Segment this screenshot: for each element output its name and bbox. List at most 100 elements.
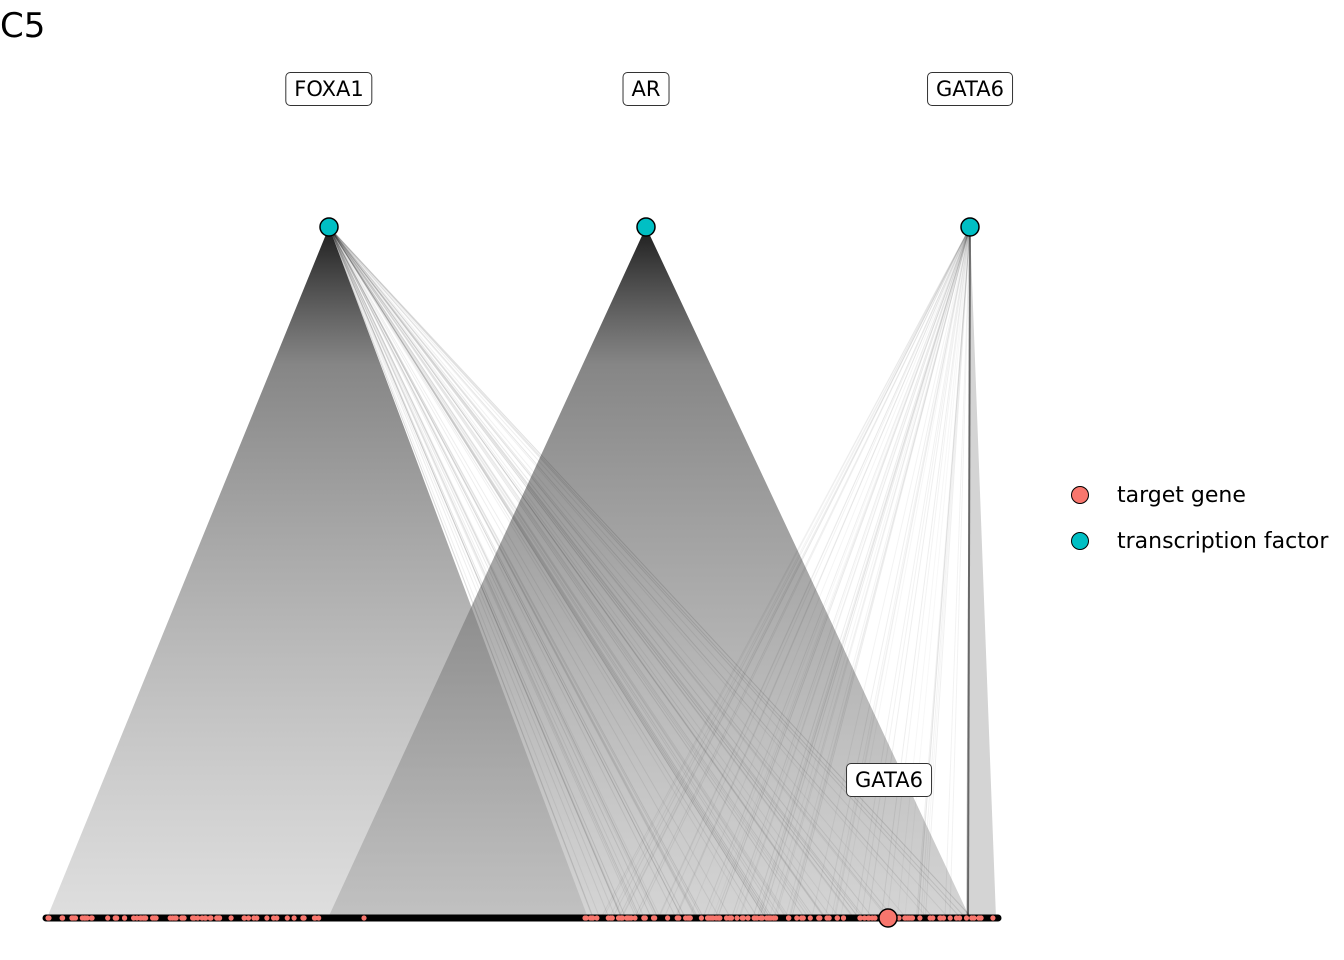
target-gene-node <box>112 915 118 921</box>
edge-line <box>328 226 890 919</box>
target-gene-node <box>605 915 611 921</box>
target-gene-node <box>938 915 944 921</box>
target-gene-node <box>947 915 953 921</box>
edge-line <box>328 226 686 919</box>
target-gene-node <box>207 915 213 921</box>
target-gene-node <box>228 915 234 921</box>
legend: target gene transcription factor <box>1068 472 1328 564</box>
edge-line <box>714 226 971 919</box>
tf-label-foxa1: FOXA1 <box>285 72 373 106</box>
edge-line <box>791 226 971 919</box>
edge-line <box>328 226 928 919</box>
edge-line <box>328 226 934 919</box>
target-gene-node <box>88 915 94 921</box>
target-gene-node <box>734 915 740 921</box>
edge-line <box>702 226 971 919</box>
edge-line <box>773 226 971 919</box>
edge-line <box>602 226 971 919</box>
edge-line <box>328 226 768 919</box>
edge-line <box>328 226 827 919</box>
edge-line <box>328 226 732 919</box>
edge-line <box>789 226 971 919</box>
target-gene-node <box>896 915 902 921</box>
edge-line <box>636 226 971 919</box>
edge-line <box>328 226 779 919</box>
target-gene-node <box>582 915 588 921</box>
target-gene-node <box>172 915 178 921</box>
target-gene-node <box>167 915 173 921</box>
edge-line <box>328 226 703 919</box>
target-gene-node <box>271 915 277 921</box>
edge-line <box>328 226 661 919</box>
edge-line <box>328 226 645 919</box>
edge-line <box>328 226 652 919</box>
edge-line <box>917 226 971 919</box>
edge-line <box>328 226 769 919</box>
edge-line <box>967 226 971 919</box>
target-gene-node <box>217 915 223 921</box>
edge-line <box>328 226 683 919</box>
target-gene-node <box>316 915 322 921</box>
edge-line <box>328 226 766 919</box>
edge-line <box>328 226 865 919</box>
target-gene-node <box>908 915 914 921</box>
edge-line <box>759 226 971 919</box>
edge-line <box>618 226 971 919</box>
edge-line <box>328 226 698 919</box>
target-gene-node <box>665 915 671 921</box>
target-gene-node <box>857 915 864 921</box>
edge-line <box>328 226 623 919</box>
target-gene-node <box>652 915 658 921</box>
target-gene-node <box>122 915 128 921</box>
edge-line <box>730 226 971 919</box>
edge-line <box>860 226 971 919</box>
target-gene-node <box>84 915 90 921</box>
edge-line <box>328 226 622 919</box>
target-gene-node <box>245 915 252 921</box>
edge-fan-gata6 <box>966 227 996 918</box>
edge-line <box>328 226 627 919</box>
legend-label: transcription factor <box>1117 528 1329 554</box>
edge-line <box>328 226 641 919</box>
target-gene-node <box>861 915 868 921</box>
edge-line <box>830 226 971 919</box>
edge-line <box>738 226 971 919</box>
edge-line <box>328 226 854 919</box>
edge-line <box>328 226 637 919</box>
legend-label: target gene <box>1117 482 1246 508</box>
edge-line <box>328 226 766 919</box>
edge-line <box>768 226 971 919</box>
target-gene-node <box>786 915 792 921</box>
target-gene-node <box>60 915 66 921</box>
target-gene-node <box>794 915 800 921</box>
highlighted-target-label: GATA6 <box>846 763 932 797</box>
edge-line <box>880 226 971 919</box>
edge-line <box>328 226 594 919</box>
edge-line <box>328 226 973 919</box>
edge-line <box>328 226 657 919</box>
edge-line <box>917 226 971 919</box>
target-gene-node <box>687 915 693 921</box>
edge-line <box>716 226 971 919</box>
edge-line <box>944 226 971 919</box>
target-gene-node <box>834 915 840 921</box>
edge-line <box>328 226 683 919</box>
edge-line <box>328 226 790 919</box>
tf-node-foxa1 <box>319 217 339 237</box>
target-gene-node <box>840 915 847 921</box>
target-gene-node <box>79 915 85 921</box>
edge-line <box>634 226 971 919</box>
target-gene-node <box>745 915 751 921</box>
edge-line <box>328 226 759 919</box>
edge-line <box>328 226 659 919</box>
target-gene-node <box>765 915 772 921</box>
target-gene-node <box>46 915 52 921</box>
edge-line <box>688 226 971 919</box>
edge-line <box>328 226 787 919</box>
edge-line <box>328 226 815 919</box>
target-gene-node <box>798 915 805 921</box>
edge-line <box>854 226 971 919</box>
edge-line <box>328 226 860 919</box>
target-gene-node <box>869 915 875 921</box>
edge-line <box>328 226 874 919</box>
